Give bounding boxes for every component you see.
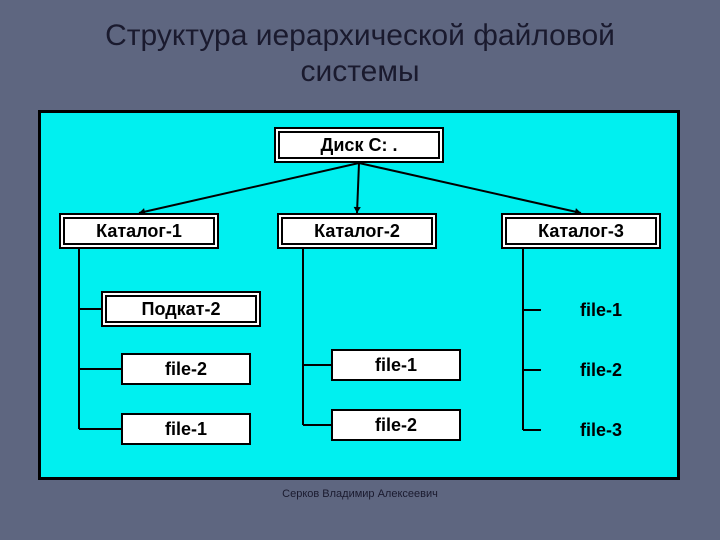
node-cat1: Каталог-1	[59, 213, 219, 249]
slide: Структура иерархической файловой системы…	[0, 0, 720, 540]
node-c2f2: file-2	[331, 409, 461, 441]
node-c3f3: file-3	[541, 417, 661, 443]
node-root: Диск C: .	[274, 127, 444, 163]
node-c3f2: file-2	[541, 357, 661, 383]
slide-title: Структура иерархической файловой системы	[0, 0, 720, 90]
caption: Серков Владимир Алексеевич	[0, 488, 720, 500]
diagram-canvas: Диск C: . Каталог-1 Каталог-2 Каталог-3 Подк…	[38, 110, 680, 480]
node-sub2: Подкат-2	[101, 291, 261, 327]
node-c2f1: file-1	[331, 349, 461, 381]
node-c1f1: file-1	[121, 413, 251, 445]
node-c1f2: file-2	[121, 353, 251, 385]
node-cat2: Каталог-2	[277, 213, 437, 249]
node-c3f1: file-1	[541, 297, 661, 323]
node-cat3: Каталог-3	[501, 213, 661, 249]
